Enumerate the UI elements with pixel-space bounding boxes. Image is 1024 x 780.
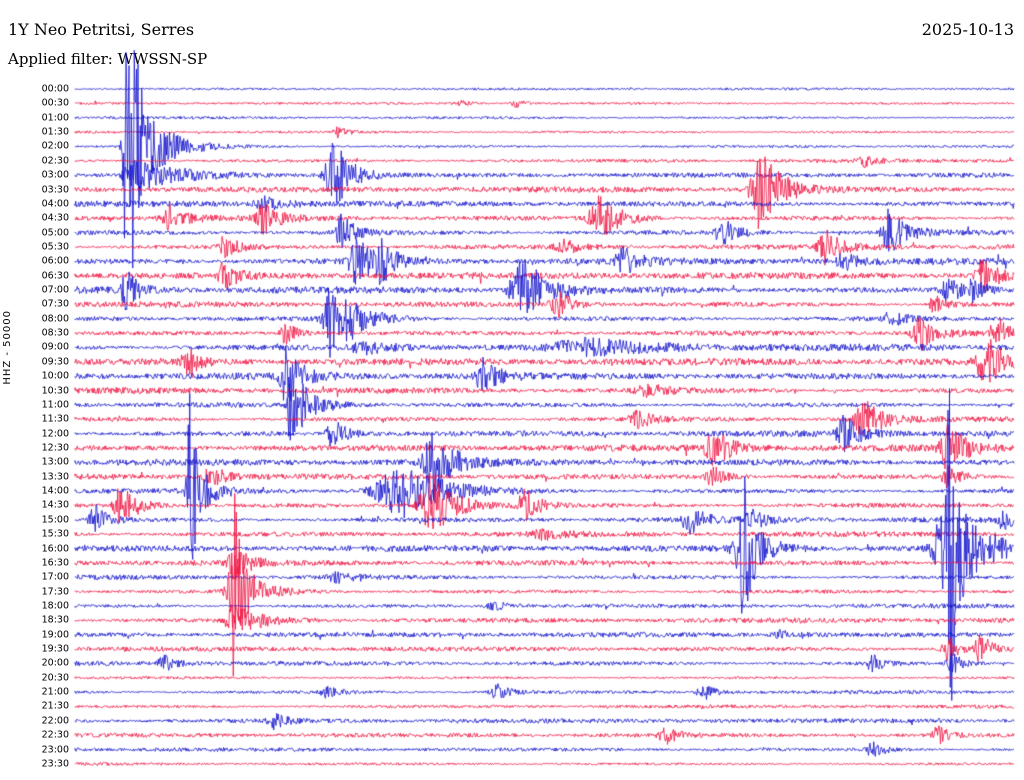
time-label: 11:00 — [41, 399, 69, 411]
time-label: 02:00 — [41, 140, 69, 152]
time-label: 20:30 — [41, 672, 69, 683]
time-label: 00:00 — [41, 83, 69, 95]
time-label: 16:30 — [41, 557, 69, 569]
time-label: 05:30 — [41, 241, 69, 253]
time-label: 13:00 — [41, 456, 69, 468]
time-label: 10:30 — [41, 384, 69, 396]
time-label: 02:30 — [41, 155, 69, 167]
time-label: 14:30 — [41, 499, 69, 511]
time-label: 15:00 — [41, 514, 69, 526]
time-label: 22:00 — [41, 715, 69, 727]
time-label: 03:00 — [41, 169, 69, 181]
time-label: 07:30 — [41, 298, 69, 310]
time-label: 00:30 — [41, 97, 69, 109]
time-label: 03:30 — [41, 183, 69, 195]
record-date: 2025-10-13 — [921, 20, 1014, 39]
time-label: 04:30 — [41, 212, 69, 224]
time-label: 06:30 — [41, 269, 69, 281]
time-label: 23:30 — [41, 758, 69, 770]
time-label: 13:30 — [41, 470, 69, 482]
time-label: 17:30 — [41, 585, 69, 597]
time-label: 08:00 — [41, 313, 69, 324]
time-label: 01:00 — [41, 111, 69, 123]
time-label: 15:30 — [41, 528, 69, 540]
time-label: 18:30 — [41, 614, 69, 626]
time-label: 10:00 — [41, 370, 69, 382]
time-label: 21:00 — [41, 686, 69, 698]
time-label: 23:00 — [41, 743, 69, 755]
time-label: 08:30 — [41, 327, 69, 339]
time-label: 21:30 — [41, 700, 69, 712]
time-label: 12:00 — [41, 427, 69, 439]
time-label: 12:30 — [41, 442, 69, 454]
time-labels: 00:00 00:30 01:00 01:30 02:00 02:30 03:00 03:30… — [0, 0, 72, 780]
time-label: 14:00 — [41, 485, 69, 497]
time-label: 19:30 — [41, 643, 69, 655]
time-label: 17:00 — [41, 571, 69, 583]
time-label: 11:30 — [41, 413, 69, 425]
time-label: 06:00 — [41, 255, 69, 267]
time-label: 19:00 — [41, 628, 69, 640]
time-label: 09:00 — [41, 341, 69, 353]
time-label: 22:30 — [41, 729, 69, 741]
time-label: 04:00 — [41, 198, 69, 210]
time-label: 09:30 — [41, 356, 69, 368]
time-label: 05:00 — [41, 226, 69, 238]
time-label: 16:00 — [41, 542, 69, 554]
time-label: 01:30 — [41, 126, 69, 138]
time-label: 20:00 — [41, 657, 69, 669]
time-label: 18:00 — [41, 600, 69, 612]
time-label: 07:00 — [41, 284, 69, 296]
